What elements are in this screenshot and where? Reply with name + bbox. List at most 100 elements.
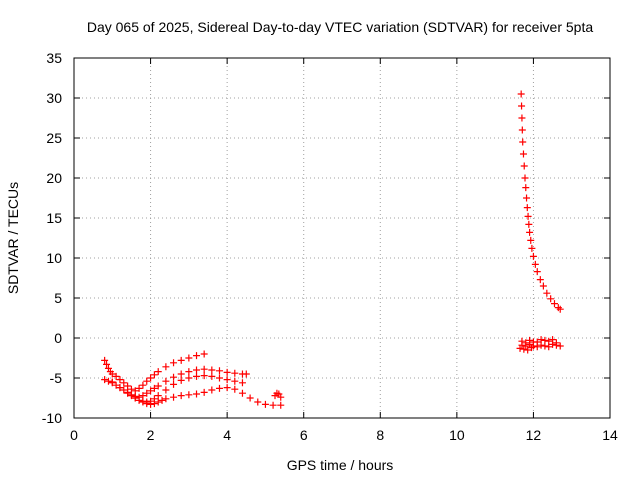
data-point bbox=[200, 350, 208, 358]
data-point bbox=[269, 401, 277, 409]
data-point bbox=[238, 389, 246, 397]
data-point bbox=[120, 379, 128, 387]
data-point bbox=[223, 376, 231, 384]
y-tick-label: 25 bbox=[46, 130, 62, 146]
data-point bbox=[147, 374, 155, 382]
data-point bbox=[158, 396, 166, 404]
data-point bbox=[185, 368, 193, 376]
data-point bbox=[208, 386, 216, 394]
data-point bbox=[533, 268, 541, 276]
data-point bbox=[170, 393, 178, 401]
data-point bbox=[223, 368, 231, 376]
data-point bbox=[116, 384, 124, 392]
data-point bbox=[193, 366, 201, 374]
data-point bbox=[238, 379, 246, 387]
data-point bbox=[518, 114, 526, 122]
data-point bbox=[162, 386, 170, 394]
data-point bbox=[193, 352, 201, 360]
data-point bbox=[154, 368, 162, 376]
y-tick-label: 20 bbox=[46, 170, 62, 186]
data-point bbox=[162, 377, 170, 385]
data-point bbox=[523, 204, 531, 212]
y-tick-label: 5 bbox=[54, 290, 62, 306]
data-point bbox=[518, 102, 526, 110]
x-tick-label: 8 bbox=[376, 427, 384, 443]
data-point bbox=[177, 356, 185, 364]
x-axis-label: GPS time / hours bbox=[287, 457, 394, 473]
data-point bbox=[131, 394, 139, 402]
x-tick-label: 10 bbox=[449, 427, 465, 443]
data-point bbox=[545, 343, 553, 351]
data-point bbox=[150, 400, 158, 408]
data-point bbox=[215, 367, 223, 375]
data-point bbox=[231, 377, 239, 385]
data-point bbox=[231, 369, 239, 377]
data-point bbox=[522, 184, 530, 192]
data-point bbox=[549, 336, 557, 344]
series-track-5 bbox=[271, 389, 285, 401]
data-point bbox=[150, 371, 158, 379]
data-point bbox=[547, 295, 555, 303]
data-point bbox=[147, 400, 155, 408]
data-point bbox=[108, 370, 116, 378]
data-point bbox=[170, 380, 178, 388]
data-point bbox=[529, 252, 537, 260]
data-point bbox=[521, 174, 529, 182]
y-tick-label: 15 bbox=[46, 210, 62, 226]
data-point bbox=[143, 389, 151, 397]
data-point bbox=[525, 220, 533, 228]
data-point bbox=[215, 374, 223, 382]
chart-title: Day 065 of 2025, Sidereal Day-to-day VTE… bbox=[87, 19, 594, 35]
data-point bbox=[139, 381, 147, 389]
data-point bbox=[246, 394, 254, 402]
data-point bbox=[526, 228, 534, 236]
x-tick-label: 12 bbox=[526, 427, 542, 443]
x-tick-label: 4 bbox=[223, 427, 231, 443]
data-point bbox=[193, 372, 201, 380]
data-point bbox=[541, 336, 549, 344]
data-point bbox=[531, 260, 539, 268]
series-track-1 bbox=[101, 350, 208, 395]
data-point bbox=[101, 376, 109, 384]
data-point bbox=[170, 373, 178, 381]
series-track-6 bbox=[517, 90, 564, 313]
data-point bbox=[177, 376, 185, 384]
data-point bbox=[124, 389, 132, 397]
data-point bbox=[185, 354, 193, 362]
data-point bbox=[193, 390, 201, 398]
data-point bbox=[101, 356, 109, 364]
data-point bbox=[185, 374, 193, 382]
data-point bbox=[185, 391, 193, 399]
data-point bbox=[208, 366, 216, 374]
data-point bbox=[104, 377, 112, 385]
y-tick-label: 0 bbox=[54, 330, 62, 346]
y-tick-label: 35 bbox=[46, 50, 62, 66]
data-point bbox=[529, 342, 537, 350]
data-point bbox=[154, 392, 162, 400]
plot-frame bbox=[73, 57, 611, 419]
data-point bbox=[537, 341, 545, 349]
x-tick-label: 6 bbox=[300, 427, 308, 443]
data-point bbox=[556, 342, 564, 350]
data-point bbox=[154, 382, 162, 390]
data-point bbox=[127, 392, 135, 400]
data-point bbox=[223, 384, 231, 392]
data-point bbox=[254, 398, 262, 406]
series-track-4 bbox=[127, 384, 285, 409]
data-point bbox=[526, 340, 534, 348]
data-point bbox=[543, 289, 551, 297]
y-tick-label: 30 bbox=[46, 90, 62, 106]
data-point bbox=[112, 381, 120, 389]
x-tick-label: 14 bbox=[602, 427, 618, 443]
data-point bbox=[162, 395, 170, 403]
data-point bbox=[522, 342, 530, 350]
x-tick-label: 2 bbox=[147, 427, 155, 443]
data-point bbox=[242, 370, 250, 378]
data-point bbox=[528, 244, 536, 252]
data-point bbox=[518, 126, 526, 134]
data-point bbox=[552, 339, 560, 347]
y-axis-label: SDTVAR / TECUs bbox=[5, 182, 21, 294]
data-point bbox=[231, 385, 239, 393]
data-point bbox=[103, 360, 111, 368]
